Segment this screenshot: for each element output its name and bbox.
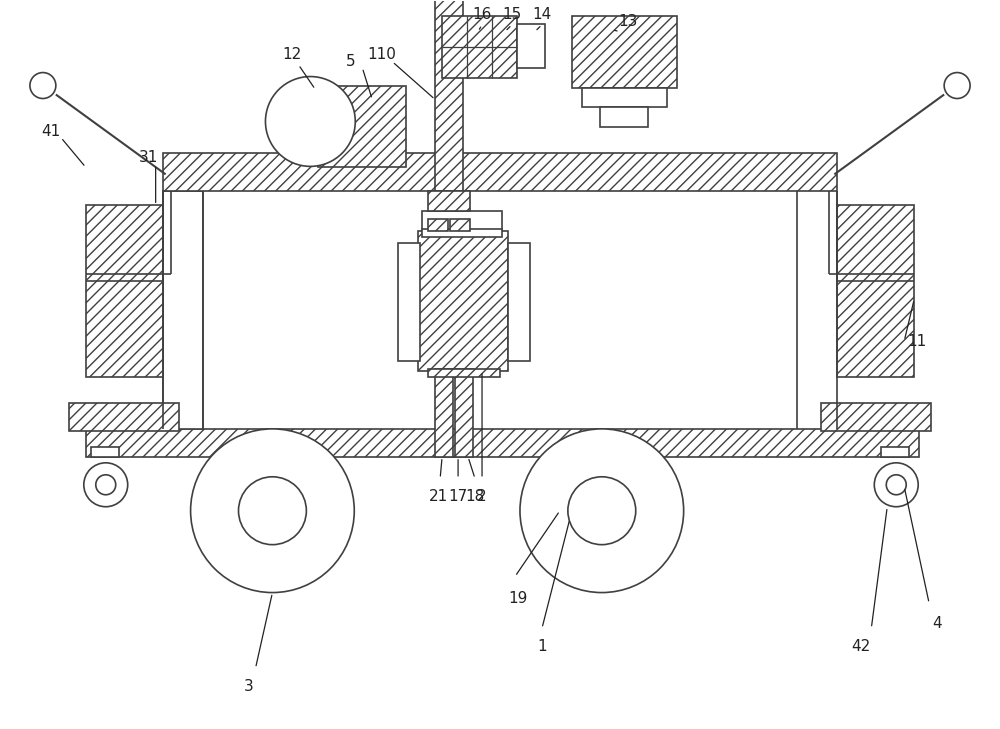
- Text: 19: 19: [508, 591, 528, 606]
- Text: 15: 15: [502, 7, 522, 22]
- Circle shape: [84, 463, 128, 507]
- Bar: [163, 153, 837, 191]
- Circle shape: [568, 477, 636, 545]
- Text: 4: 4: [932, 616, 942, 631]
- Bar: [428, 219, 448, 231]
- Bar: [435, 369, 453, 457]
- Text: 13: 13: [618, 14, 637, 29]
- Bar: [418, 231, 508, 371]
- Bar: [837, 206, 914, 377]
- Bar: [163, 191, 203, 429]
- Circle shape: [238, 477, 306, 545]
- Bar: [428, 191, 470, 211]
- Text: 21: 21: [428, 489, 448, 504]
- Bar: [455, 369, 473, 457]
- Bar: [428, 191, 470, 211]
- Circle shape: [30, 73, 56, 98]
- Circle shape: [874, 463, 918, 507]
- Bar: [572, 15, 677, 87]
- Bar: [881, 447, 909, 457]
- Bar: [450, 219, 470, 231]
- Bar: [517, 23, 545, 68]
- Bar: [435, 0, 463, 191]
- Bar: [318, 85, 406, 168]
- Text: 42: 42: [852, 639, 871, 654]
- Bar: [837, 206, 914, 377]
- Circle shape: [520, 429, 684, 593]
- Bar: [69, 403, 179, 431]
- Text: 41: 41: [41, 124, 60, 139]
- Text: 110: 110: [368, 47, 397, 62]
- Bar: [582, 87, 667, 107]
- Text: 1: 1: [537, 639, 547, 654]
- Bar: [69, 403, 179, 431]
- Bar: [318, 85, 406, 168]
- Bar: [86, 429, 919, 457]
- Bar: [428, 369, 500, 377]
- Bar: [422, 211, 502, 231]
- Text: 16: 16: [472, 7, 492, 22]
- Text: 12: 12: [283, 47, 302, 62]
- Bar: [821, 403, 931, 431]
- Circle shape: [944, 73, 970, 98]
- Bar: [572, 15, 677, 87]
- Bar: [86, 206, 163, 377]
- Bar: [418, 231, 508, 371]
- Text: 14: 14: [532, 7, 552, 22]
- Bar: [428, 219, 448, 231]
- Bar: [435, 369, 453, 457]
- Bar: [428, 369, 500, 377]
- Text: 17: 17: [448, 489, 468, 504]
- Text: 18: 18: [465, 489, 485, 504]
- Text: 31: 31: [139, 150, 158, 165]
- Bar: [398, 243, 420, 361]
- Text: 5: 5: [345, 54, 355, 69]
- Bar: [821, 403, 931, 431]
- Bar: [450, 219, 470, 231]
- Bar: [422, 229, 502, 237]
- Circle shape: [96, 475, 116, 495]
- Bar: [508, 243, 530, 361]
- Bar: [86, 429, 919, 457]
- Bar: [91, 447, 119, 457]
- Bar: [435, 0, 463, 191]
- Text: 3: 3: [244, 679, 253, 694]
- Bar: [600, 107, 648, 128]
- Text: 11: 11: [908, 334, 927, 348]
- Bar: [442, 15, 517, 77]
- Bar: [442, 15, 517, 77]
- Circle shape: [265, 77, 355, 166]
- Text: 2: 2: [477, 489, 487, 504]
- Bar: [163, 153, 837, 191]
- Circle shape: [191, 429, 354, 593]
- Bar: [455, 369, 473, 457]
- Bar: [86, 206, 163, 377]
- Circle shape: [886, 475, 906, 495]
